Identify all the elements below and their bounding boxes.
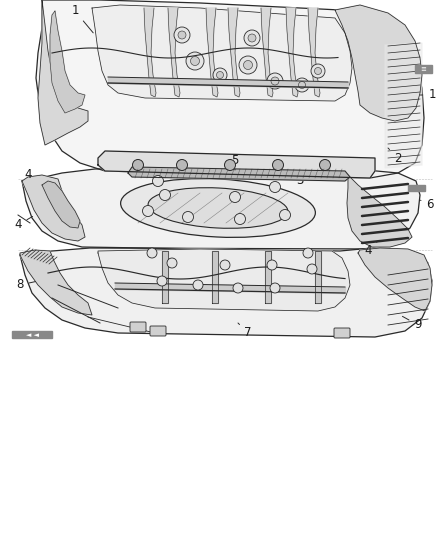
Circle shape	[270, 283, 280, 293]
Polygon shape	[415, 65, 432, 73]
Circle shape	[239, 56, 257, 74]
Circle shape	[183, 212, 194, 222]
Polygon shape	[38, 0, 88, 145]
Circle shape	[311, 64, 325, 78]
Polygon shape	[12, 331, 52, 338]
Text: ◄ ◄: ◄ ◄	[25, 332, 39, 338]
Circle shape	[230, 191, 240, 203]
Polygon shape	[315, 251, 321, 303]
Polygon shape	[92, 5, 352, 101]
Circle shape	[307, 264, 317, 274]
Circle shape	[178, 31, 186, 39]
Circle shape	[248, 34, 256, 42]
Polygon shape	[168, 8, 180, 97]
Circle shape	[133, 159, 144, 171]
Text: 1: 1	[71, 4, 93, 33]
Circle shape	[191, 56, 199, 66]
Circle shape	[267, 73, 283, 89]
Circle shape	[269, 182, 280, 192]
Circle shape	[225, 159, 236, 171]
Polygon shape	[228, 8, 240, 97]
Text: 7: 7	[238, 323, 252, 340]
Circle shape	[174, 27, 190, 43]
Polygon shape	[358, 248, 432, 311]
Circle shape	[319, 159, 331, 171]
Polygon shape	[385, 43, 422, 168]
Polygon shape	[265, 251, 271, 303]
Circle shape	[142, 206, 153, 216]
Circle shape	[159, 190, 170, 200]
Circle shape	[244, 30, 260, 46]
Polygon shape	[212, 251, 218, 303]
Text: 4: 4	[14, 216, 32, 231]
Circle shape	[220, 260, 230, 270]
FancyBboxPatch shape	[150, 326, 166, 336]
Circle shape	[186, 52, 204, 70]
Polygon shape	[408, 185, 425, 191]
Ellipse shape	[120, 179, 315, 237]
Circle shape	[272, 159, 283, 171]
Polygon shape	[22, 175, 85, 241]
Polygon shape	[42, 181, 80, 228]
Text: 4: 4	[24, 168, 32, 182]
Polygon shape	[36, 0, 424, 178]
Text: 2: 2	[216, 165, 225, 182]
FancyBboxPatch shape	[334, 328, 350, 338]
Circle shape	[234, 214, 246, 224]
Text: ≡: ≡	[420, 66, 426, 72]
Circle shape	[213, 68, 227, 82]
Polygon shape	[144, 8, 156, 97]
Text: 1: 1	[420, 88, 436, 101]
Circle shape	[279, 209, 290, 221]
Text: 5: 5	[231, 154, 239, 170]
Text: 2: 2	[388, 148, 402, 165]
Circle shape	[299, 82, 305, 88]
Circle shape	[295, 78, 309, 92]
Polygon shape	[20, 250, 92, 315]
Circle shape	[303, 248, 313, 258]
Circle shape	[147, 248, 157, 258]
Polygon shape	[128, 167, 350, 181]
Circle shape	[314, 68, 321, 75]
Circle shape	[167, 258, 177, 268]
Circle shape	[216, 71, 223, 78]
Circle shape	[244, 61, 252, 69]
Text: 3: 3	[295, 171, 304, 188]
Polygon shape	[22, 169, 420, 251]
Text: 8: 8	[16, 279, 35, 292]
Circle shape	[233, 283, 243, 293]
Circle shape	[152, 175, 163, 187]
Polygon shape	[162, 251, 168, 303]
Text: 4: 4	[364, 241, 378, 256]
Circle shape	[193, 280, 203, 290]
Ellipse shape	[148, 188, 288, 228]
Circle shape	[267, 260, 277, 270]
Circle shape	[177, 159, 187, 171]
Circle shape	[271, 77, 279, 85]
Text: 9: 9	[403, 317, 422, 332]
Polygon shape	[335, 5, 422, 121]
Polygon shape	[98, 249, 350, 311]
Polygon shape	[261, 8, 273, 97]
Text: 6: 6	[420, 198, 434, 212]
Polygon shape	[206, 8, 218, 97]
Polygon shape	[347, 175, 412, 247]
Polygon shape	[50, 11, 85, 113]
Polygon shape	[286, 8, 298, 97]
Polygon shape	[98, 151, 375, 178]
Polygon shape	[20, 248, 432, 337]
FancyBboxPatch shape	[130, 322, 146, 332]
Circle shape	[157, 276, 167, 286]
Polygon shape	[308, 8, 320, 97]
